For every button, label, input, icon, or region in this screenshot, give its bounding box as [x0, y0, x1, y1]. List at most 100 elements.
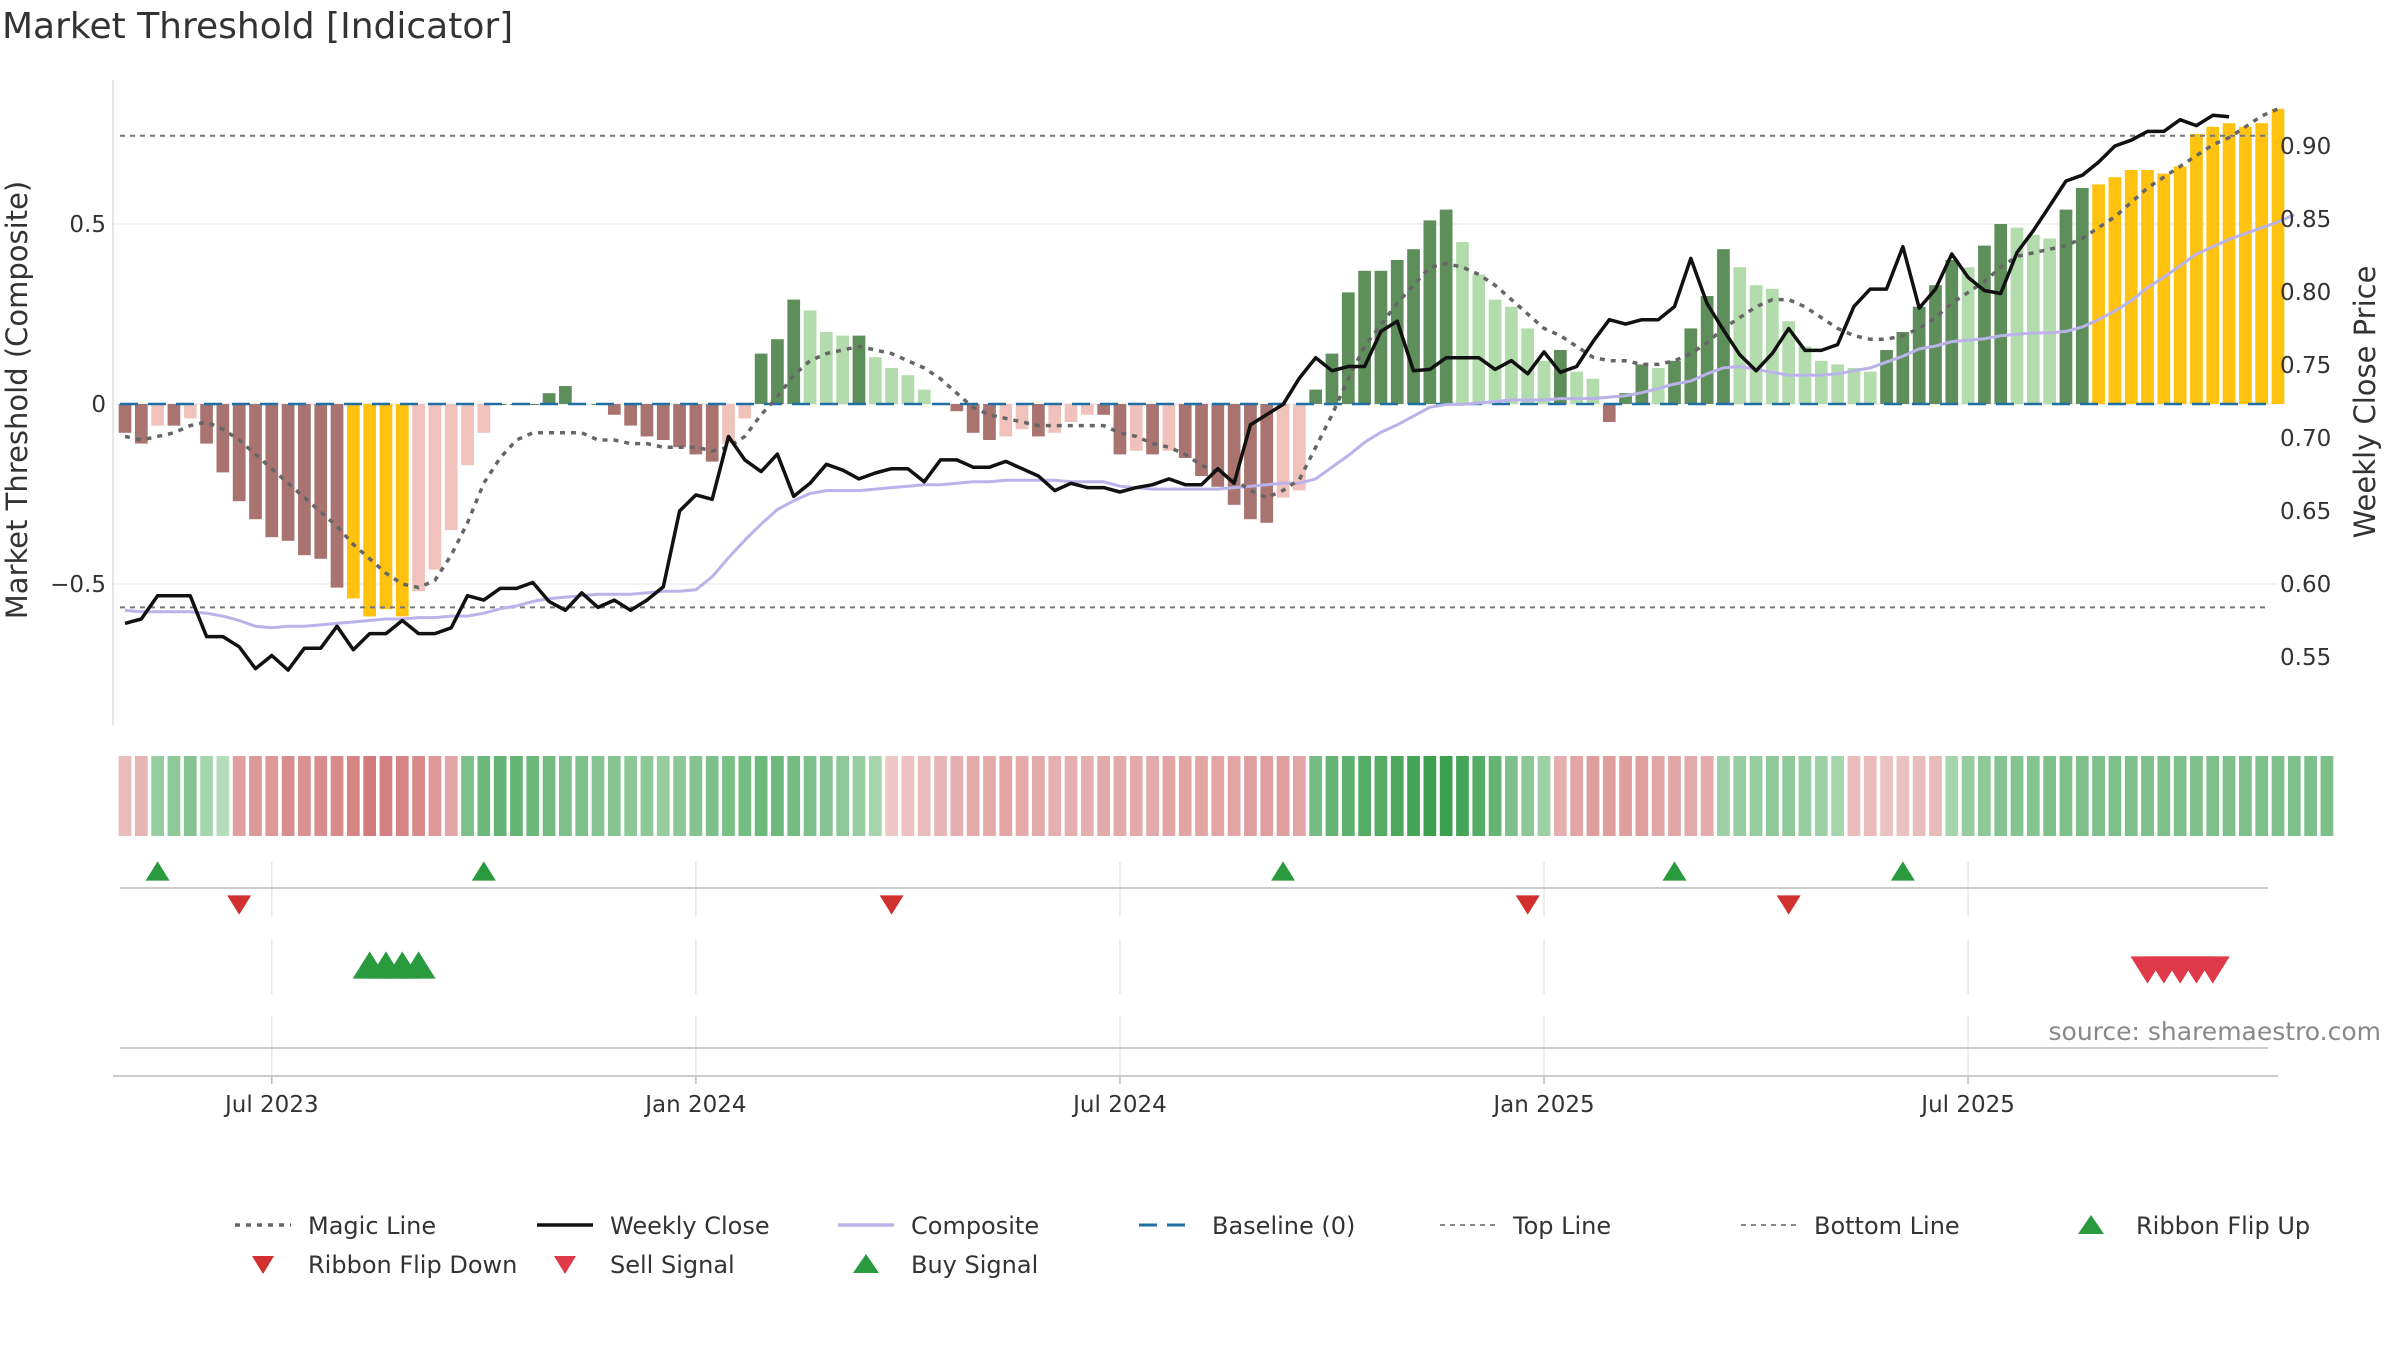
- ribbon-cell: [183, 756, 197, 836]
- composite-bar: [2255, 123, 2269, 404]
- composite-bar: [1293, 404, 1306, 491]
- composite-bar: [167, 404, 181, 426]
- legend: Magic Line Weekly Close Composite Baseline …: [235, 1212, 2310, 1279]
- composite-bar: [2157, 173, 2171, 404]
- ribbon-cell: [1195, 756, 1208, 836]
- ribbon-cell: [2304, 756, 2317, 836]
- ribbon-cell: [656, 756, 670, 836]
- ribbon-cell: [868, 756, 882, 836]
- ribbon-cell: [966, 756, 980, 836]
- legend-label: Composite: [911, 1212, 1039, 1240]
- composite-bar: [999, 404, 1013, 437]
- ribbon-cell: [330, 756, 344, 836]
- ribbon-cell: [1717, 756, 1730, 836]
- composite-bar: [1341, 292, 1355, 404]
- composite-bar: [526, 404, 540, 405]
- ribbon-cell: [1635, 756, 1649, 836]
- composite-bar: [1847, 368, 1861, 404]
- ribbon-cell: [624, 756, 637, 836]
- composite-bar: [428, 404, 442, 570]
- ribbon-cell: [2092, 756, 2105, 836]
- ribbon-cell: [1260, 756, 1274, 836]
- chart-title: Market Threshold [Indicator]: [2, 6, 513, 47]
- ribbon-cell: [1276, 756, 1290, 836]
- ribbon-cell: [1293, 756, 1306, 836]
- ribbon-cell: [477, 756, 491, 836]
- ribbon-cell: [1896, 756, 1910, 836]
- ribbon-cell: [934, 756, 947, 836]
- ribbon-cell: [1798, 756, 1812, 836]
- composite-bar: [673, 404, 686, 448]
- ribbon-cell: [1146, 756, 1159, 836]
- ribbon-cell: [771, 756, 784, 836]
- ribbon-cell: [542, 756, 556, 836]
- ribbon-cell: [232, 756, 246, 836]
- composite-bar: [803, 310, 817, 404]
- ribbon-cell: [281, 756, 295, 836]
- y2-tick-label: 0.85: [2280, 207, 2331, 233]
- ribbon-cell: [1178, 756, 1192, 836]
- composite-bar: [200, 404, 213, 444]
- ribbon-cell: [2206, 756, 2220, 836]
- ribbon-cell: [2010, 756, 2024, 836]
- ribbon-cell: [2173, 756, 2187, 836]
- ribbon-flip-down-marker: [227, 895, 252, 915]
- composite-bar: [917, 389, 931, 404]
- composite-bar: [1961, 267, 1975, 404]
- composite-bar: [885, 368, 898, 404]
- ribbon-cell: [1227, 756, 1241, 836]
- composite-bar: [1129, 404, 1143, 451]
- y-tick-label: 0.5: [69, 212, 106, 238]
- ribbon-cell: [1651, 756, 1665, 836]
- composite-bar: [298, 404, 311, 556]
- composite-bar: [1162, 404, 1176, 451]
- y2-tick-label: 0.75: [2280, 353, 2331, 379]
- ribbon-cell: [265, 756, 279, 836]
- ribbon-cell: [1537, 756, 1551, 836]
- ribbon-cell: [901, 756, 915, 836]
- y-axis-label: Market Threshold (Composite): [0, 181, 34, 619]
- composite-bar: [1782, 321, 1796, 404]
- ribbon-cell: [1700, 756, 1714, 836]
- composite-bar: [771, 339, 784, 404]
- composite-bar: [346, 404, 360, 599]
- y2-tick-label: 0.80: [2280, 280, 2331, 306]
- composite-bar: [738, 404, 752, 419]
- ribbon-cell: [738, 756, 752, 836]
- ribbon-cell: [2059, 756, 2073, 836]
- ribbon-cell: [1407, 756, 1420, 836]
- weekly-close-line: [124, 113, 2230, 672]
- y2-tick-label: 0.60: [2280, 572, 2331, 598]
- composite-bar: [624, 404, 637, 426]
- ribbon-cell: [249, 756, 262, 836]
- ribbon-flip-up-marker: [1890, 861, 1915, 881]
- composite-bar: [363, 404, 377, 617]
- composite-bar: [1831, 364, 1844, 404]
- ribbon-cell: [2075, 756, 2089, 836]
- ribbon-cell: [852, 756, 866, 836]
- composite-bar: [2124, 170, 2138, 404]
- composite-bar: [1749, 285, 1763, 404]
- composite-bar: [232, 404, 246, 502]
- ribbon-cell: [1570, 756, 1584, 836]
- ribbon-cell: [1945, 756, 1959, 836]
- ribbon-cell: [2108, 756, 2122, 836]
- composite-bar: [1912, 306, 1926, 404]
- ribbon-cell: [1080, 756, 1094, 836]
- ribbon-cell: [705, 756, 719, 836]
- composite-bar: [1668, 360, 1681, 404]
- composite-bar: [1097, 404, 1110, 415]
- legend-item: Ribbon Flip Up: [2078, 1212, 2310, 1240]
- legend-label: Top Line: [1512, 1212, 1611, 1240]
- ribbon-cell: [2287, 756, 2301, 836]
- composite-bar: [1309, 389, 1323, 404]
- composite-bar: [2075, 188, 2089, 404]
- composite-bar: [722, 404, 735, 444]
- composite-bar: [607, 404, 621, 415]
- ribbon-cell: [395, 756, 409, 836]
- composite-bar: [689, 404, 703, 455]
- composite-bar: [412, 404, 425, 592]
- composite-bar: [1032, 404, 1045, 437]
- ribbon-cell: [1244, 756, 1257, 836]
- ribbon-cell: [607, 756, 621, 836]
